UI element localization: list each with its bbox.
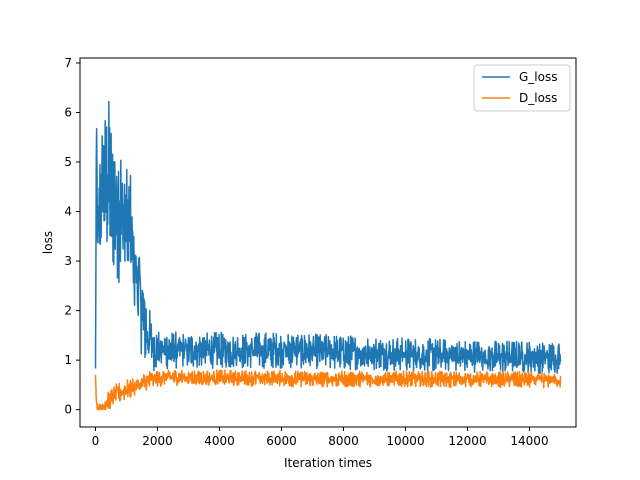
x-tick-label: 10000 <box>386 434 424 448</box>
y-tick-label: 7 <box>64 56 72 70</box>
y-tick-label: 0 <box>64 403 72 417</box>
x-tick-label: 0 <box>92 434 100 448</box>
y-tick-label: 2 <box>64 304 72 318</box>
x-tick-label: 12000 <box>448 434 486 448</box>
y-tick-label: 5 <box>64 155 72 169</box>
axes-frame <box>79 57 577 428</box>
y-axis-label: loss <box>41 231 55 254</box>
y-tick-label: 1 <box>64 353 72 367</box>
series-line-D_loss <box>94 369 562 411</box>
y-tick-label: 3 <box>64 254 72 268</box>
x-tick-label: 8000 <box>328 434 359 448</box>
legend-label: G_loss <box>519 70 557 84</box>
x-axis-label: Iteration times <box>284 456 372 470</box>
y-tick-label: 4 <box>64 205 72 219</box>
y-tick-label: 6 <box>64 105 72 119</box>
series-line-G_loss <box>94 100 562 375</box>
legend-label: D_loss <box>519 91 557 105</box>
legend: G_loss D_loss <box>473 64 571 112</box>
x-axis-ticks: 0 2000 4000 6000 8000 10000 12000 14000 <box>92 427 549 448</box>
x-tick-label: 14000 <box>510 434 548 448</box>
x-tick-label: 2000 <box>142 434 173 448</box>
plot-area <box>94 100 562 411</box>
x-tick-label: 6000 <box>266 434 297 448</box>
y-axis-ticks: 0 1 2 3 4 5 6 7 <box>64 56 80 417</box>
x-tick-label: 4000 <box>204 434 235 448</box>
